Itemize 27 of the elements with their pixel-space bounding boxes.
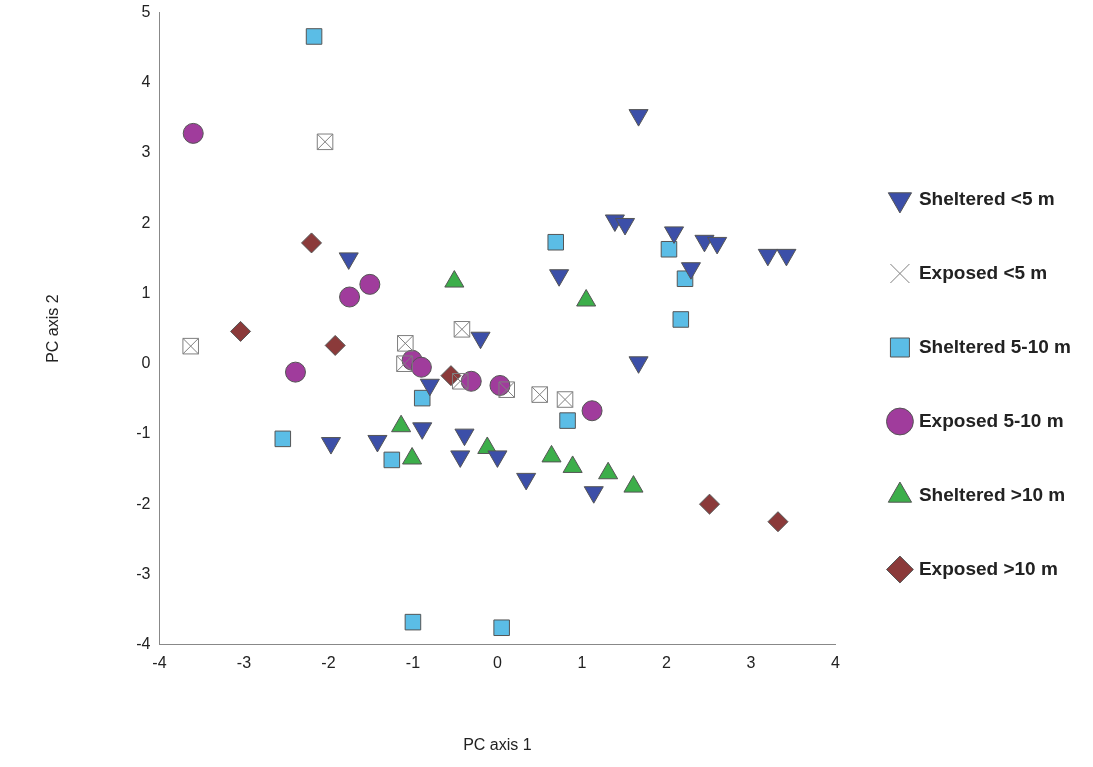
y-tick-label: -1: [136, 424, 151, 442]
x-tick-label: -3: [236, 653, 252, 671]
x-tick-label: 2: [661, 653, 671, 671]
legend-label: Exposed <5 m: [918, 261, 1048, 283]
x-tick-label: 1: [577, 653, 587, 671]
x-tick-label: 3: [746, 653, 756, 671]
legend-label: Sheltered 5-10 m: [918, 335, 1072, 357]
x-tick-label: 0: [492, 653, 502, 671]
x-tick-label: 4: [830, 653, 840, 671]
legend-label: Exposed >10 m: [918, 557, 1058, 579]
y-tick-label: 0: [141, 354, 151, 372]
x-tick-label: -2: [321, 653, 336, 671]
y-tick-label: 1: [141, 283, 151, 301]
x-tick-label: -1: [405, 653, 421, 671]
y-axis-title: PC axis 2: [44, 294, 62, 363]
x-axis-title: PC axis 1: [463, 735, 532, 753]
y-tick-label: 5: [141, 3, 151, 21]
legend-label: Sheltered <5 m: [918, 187, 1055, 209]
y-tick-label: -3: [136, 564, 151, 582]
y-tick-label: -4: [136, 635, 151, 653]
x-tick-label: -4: [152, 653, 167, 671]
legend-label: Exposed 5-10 m: [918, 409, 1064, 431]
y-tick-label: 4: [141, 73, 151, 91]
y-tick-label: 2: [141, 213, 151, 231]
legend-label: Sheltered >10 m: [918, 483, 1066, 505]
y-tick-label: -2: [136, 494, 151, 512]
y-tick-label: 3: [141, 143, 151, 161]
